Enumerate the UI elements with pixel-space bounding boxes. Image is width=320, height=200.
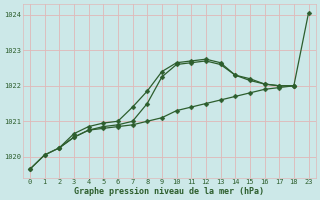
X-axis label: Graphe pression niveau de la mer (hPa): Graphe pression niveau de la mer (hPa): [74, 187, 264, 196]
